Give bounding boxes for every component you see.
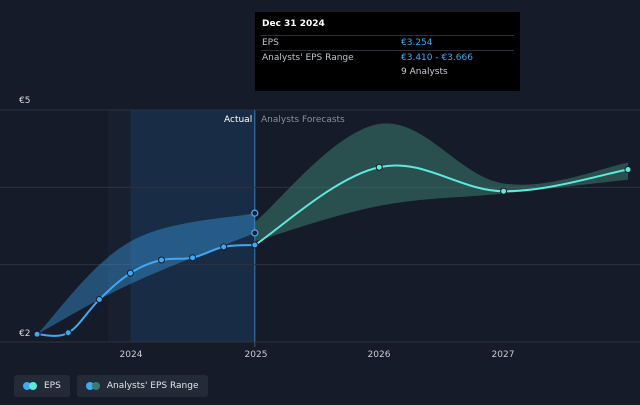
legend-label-range: Analysts' EPS Range bbox=[106, 381, 199, 391]
series-point-0-5 bbox=[189, 254, 197, 262]
legend-item-range[interactable]: Analysts' EPS Range bbox=[76, 375, 208, 397]
legend-swatch-range bbox=[85, 382, 101, 390]
series-point-0-7 bbox=[251, 241, 259, 249]
actual-zone-fade bbox=[108, 110, 130, 342]
actual-zone-label: Actual bbox=[224, 115, 253, 125]
range-area-1 bbox=[254, 123, 629, 242]
range-area-0 bbox=[37, 213, 255, 335]
tooltip-value-range: €3.410 - €3.666 bbox=[401, 53, 473, 63]
tooltip-row-eps: EPS €3.254 bbox=[261, 35, 514, 50]
series-point-0-3 bbox=[126, 269, 134, 277]
tooltip-label-eps: EPS bbox=[262, 38, 279, 48]
tooltip: Dec 31 2024 EPS €3.254 Analysts' EPS Ran… bbox=[255, 12, 520, 91]
y-tick-label-bottom: €2 bbox=[19, 329, 31, 339]
range-areas bbox=[37, 123, 629, 335]
tooltip-label-range: Analysts' EPS Range bbox=[262, 53, 354, 63]
range-marker-0 bbox=[251, 229, 259, 237]
series-point-0-4 bbox=[158, 256, 165, 264]
x-tick-label-2027: 2027 bbox=[491, 350, 515, 360]
tooltip-row-analysts: 9 Analysts bbox=[261, 65, 514, 79]
series-point-0-0 bbox=[33, 330, 41, 338]
y-tick-label-top: €5 bbox=[19, 96, 31, 106]
legend-item-eps[interactable]: EPS bbox=[14, 375, 70, 397]
tooltip-value-eps: €3.254 bbox=[401, 38, 433, 48]
range-marker-1 bbox=[251, 209, 259, 217]
series-points bbox=[33, 163, 632, 338]
series-point-0-6 bbox=[220, 243, 228, 251]
grid-lines bbox=[0, 109, 640, 347]
tooltip-value-analysts: 9 Analysts bbox=[401, 67, 448, 77]
forecast-zone-label: Analysts Forecasts bbox=[261, 115, 345, 125]
series-line-1 bbox=[254, 164, 629, 246]
x-tick-label-2026: 2026 bbox=[367, 350, 391, 360]
tooltip-date: Dec 31 2024 bbox=[262, 19, 325, 29]
series-point-1-2 bbox=[500, 187, 508, 195]
x-tick-label-2024: 2024 bbox=[119, 350, 143, 360]
x-tick-label-2025: 2025 bbox=[244, 350, 268, 360]
tooltip-row-range: Analysts' EPS Range €3.410 - €3.666 bbox=[261, 50, 514, 65]
series-point-0-2 bbox=[95, 295, 103, 303]
series-point-0-1 bbox=[64, 329, 72, 337]
actual-zone-fill bbox=[130, 110, 255, 342]
series-point-1-1 bbox=[375, 163, 383, 171]
legend: EPS Analysts' EPS Range bbox=[14, 375, 208, 397]
legend-label-eps: EPS bbox=[44, 381, 61, 391]
legend-swatch-eps bbox=[23, 382, 38, 390]
series-point-1-3 bbox=[624, 166, 632, 174]
